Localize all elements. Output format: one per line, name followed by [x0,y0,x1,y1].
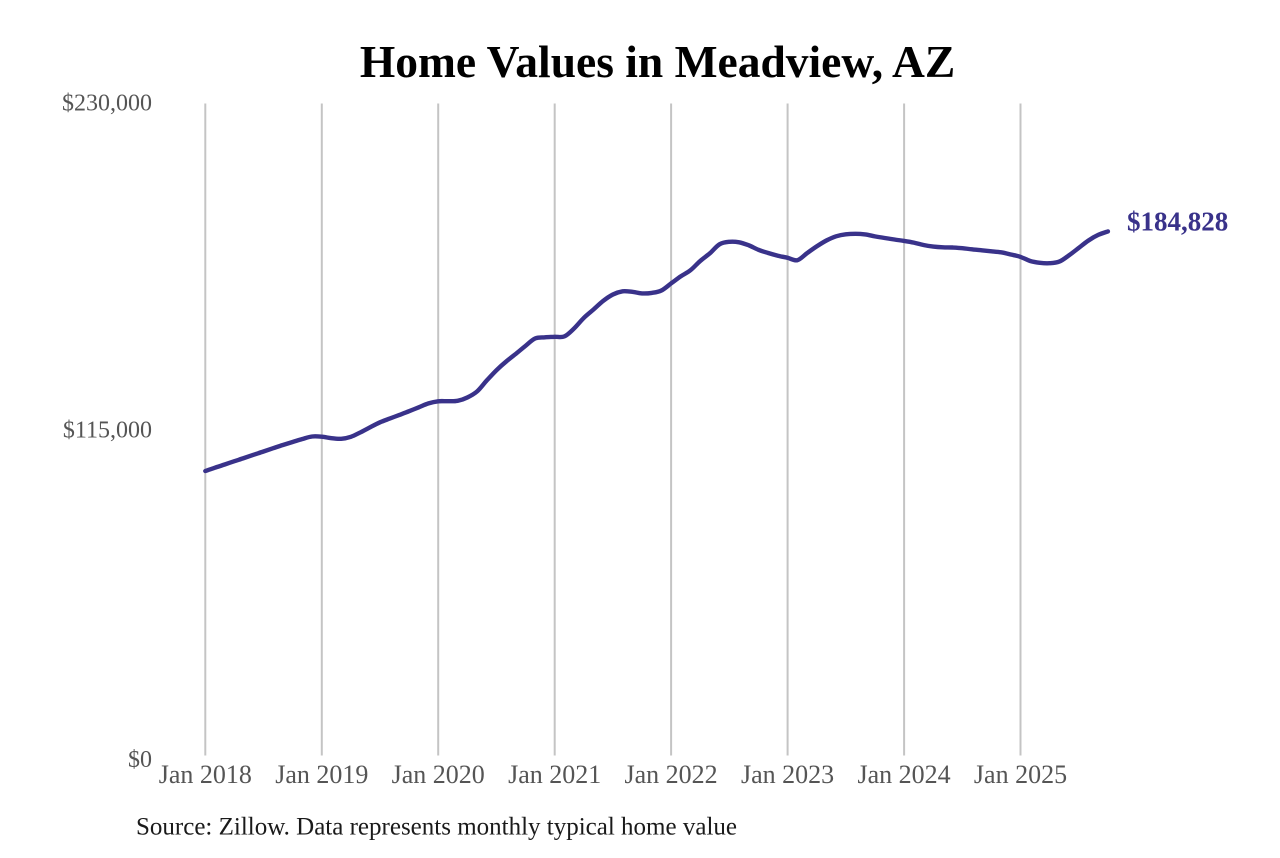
svg-text:Jan 2020: Jan 2020 [392,760,485,789]
svg-text:Jan 2018: Jan 2018 [159,760,252,789]
svg-text:Source: Zillow. Data represent: Source: Zillow. Data represents monthly … [136,814,737,841]
svg-text:Jan 2025: Jan 2025 [974,760,1067,789]
svg-text:Jan 2019: Jan 2019 [275,760,368,789]
svg-text:Jan 2022: Jan 2022 [625,760,718,789]
svg-text:$115,000: $115,000 [63,418,152,444]
svg-text:Jan 2024: Jan 2024 [858,760,951,789]
svg-text:$230,000: $230,000 [62,91,152,117]
svg-text:$184,828: $184,828 [1127,207,1228,237]
svg-text:Jan 2023: Jan 2023 [741,760,834,789]
svg-text:Jan 2021: Jan 2021 [508,760,601,789]
svg-text:Home Values in Meadview, AZ: Home Values in Meadview, AZ [360,36,955,87]
svg-text:$0: $0 [128,747,152,773]
